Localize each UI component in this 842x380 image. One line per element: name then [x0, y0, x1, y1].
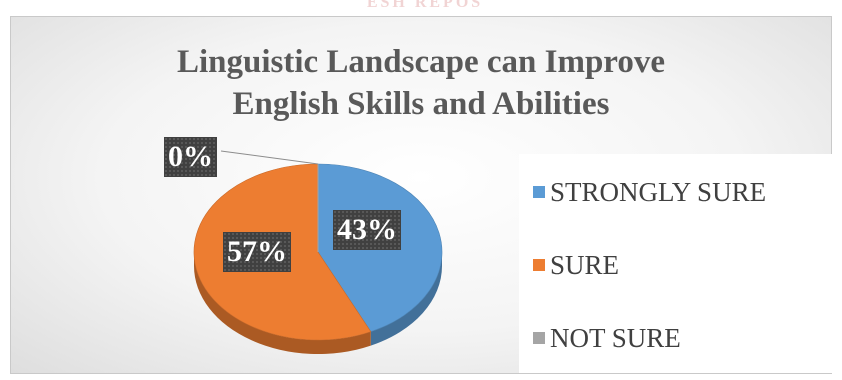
data-label-strongly-sure: 43%	[333, 210, 401, 250]
chart-area: Linguistic Landscape can Improve English…	[10, 16, 833, 374]
background-watermark: ESH REPOS	[366, 0, 484, 11]
chart-legend: STRONGLY SURE SURE NOT SURE	[519, 154, 833, 373]
legend-label-not-sure: NOT SURE	[550, 322, 681, 353]
legend-item-sure: SURE	[533, 247, 619, 283]
legend-label-sure: SURE	[550, 249, 620, 280]
chart-title-line-1: Linguistic Landscape can Improve	[176, 44, 666, 80]
legend-swatch-sure	[533, 259, 545, 271]
chart-title-line-2: English Skills and Abilities	[232, 86, 610, 122]
data-label-sure: 57%	[223, 232, 291, 272]
legend-item-strongly-sure: STRONGLY SURE	[533, 174, 766, 210]
legend-label-strongly-sure: STRONGLY SURE	[550, 176, 767, 207]
pie-side-sure	[193, 252, 371, 355]
leader-line-not-sure	[220, 150, 319, 165]
pie-side-strongly-sure	[370, 252, 442, 346]
legend-item-not-sure: NOT SURE	[533, 320, 681, 356]
legend-swatch-strongly-sure	[533, 186, 545, 198]
data-label-not-sure: 0%	[164, 137, 217, 177]
legend-swatch-not-sure	[533, 332, 545, 344]
